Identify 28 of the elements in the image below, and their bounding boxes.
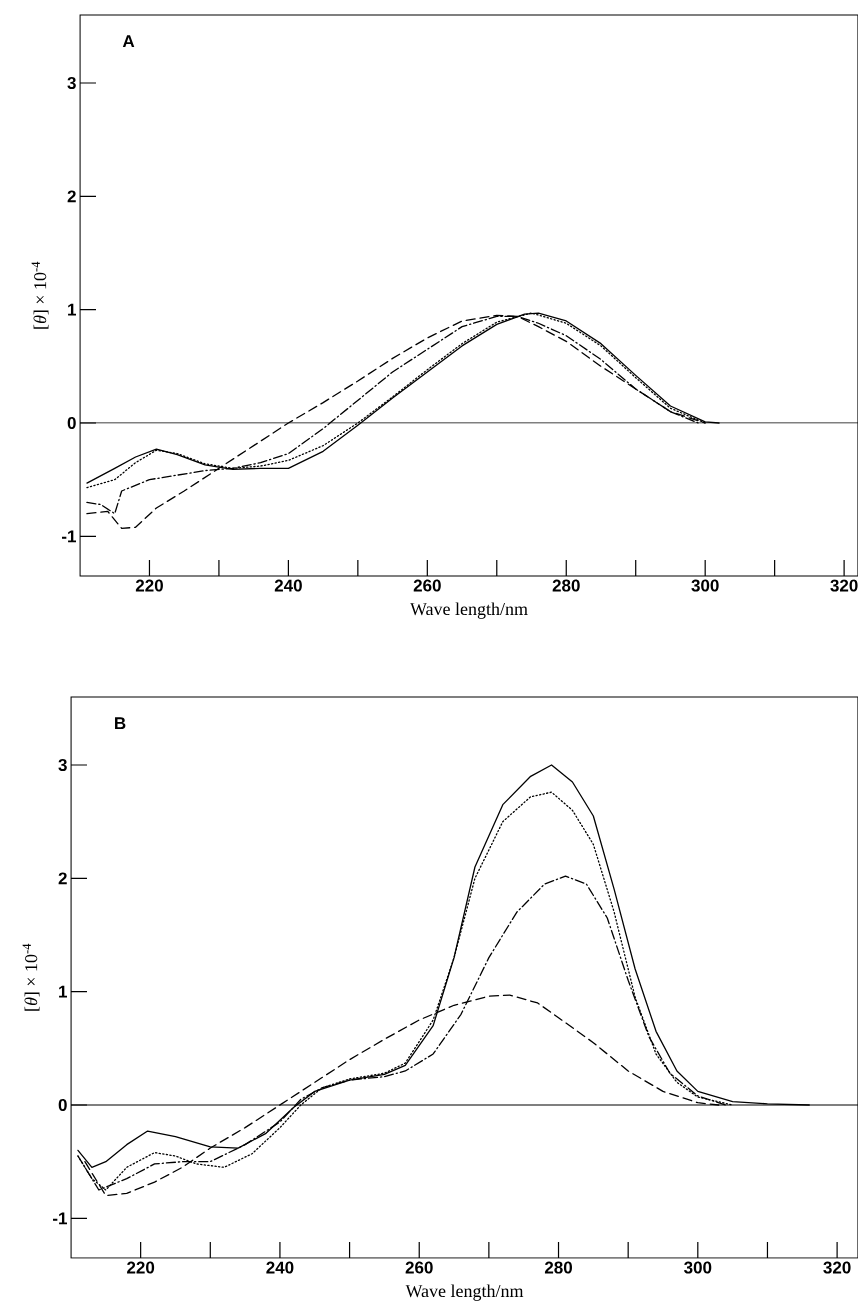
y-tick-label: 3 — [67, 76, 76, 90]
x-tick-label: 260 — [405, 1261, 433, 1274]
y-axis-title: [θ] × 10$^{-4}$ — [22, 943, 40, 1011]
y-tick-label: -1 — [62, 530, 76, 543]
annotation: A — [122, 35, 135, 48]
x-tick-label: 300 — [691, 579, 719, 592]
x-tick-label: 320 — [830, 579, 858, 592]
x-tick-label: 220 — [127, 1261, 155, 1274]
y-tick-label: 1 — [68, 303, 76, 316]
x-tick-label: 260 — [413, 579, 441, 592]
y-axis-title: [θ] × 10$^{-4}$ — [31, 261, 49, 329]
x-tick-label: 280 — [544, 1261, 572, 1274]
x-tick-label: 320 — [823, 1261, 851, 1274]
y-tick-label: 0 — [58, 1098, 67, 1112]
x-tick-label: 220 — [135, 579, 163, 592]
y-tick-label: 3 — [58, 758, 67, 772]
y-tick-label: -1 — [53, 1212, 67, 1225]
y-tick-label: 0 — [67, 416, 76, 430]
annotation: B — [115, 717, 126, 730]
x-tick-label: 280 — [552, 579, 580, 592]
y-tick-label: 1 — [59, 985, 67, 998]
y-tick-label: 2 — [58, 872, 67, 885]
x-tick-label: 240 — [274, 579, 302, 592]
x-axis-title: Wave length/nm — [410, 602, 528, 619]
x-tick-label: 300 — [684, 1261, 712, 1274]
x-axis-title: Wave length/nm — [405, 1284, 524, 1301]
y-tick-label: 2 — [67, 190, 76, 203]
x-tick-label: 240 — [266, 1261, 294, 1274]
